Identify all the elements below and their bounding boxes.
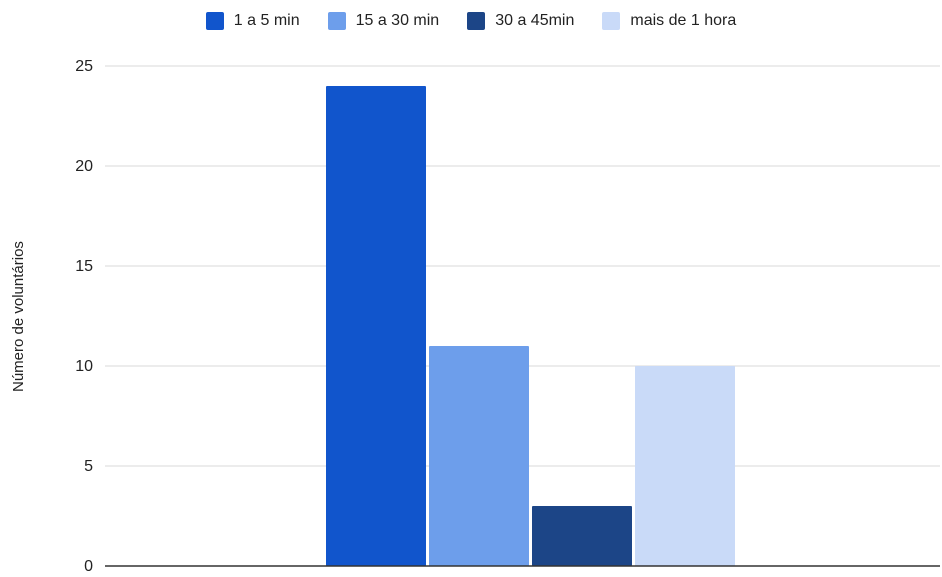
bar	[326, 86, 426, 566]
y-tick-label: 15	[75, 258, 93, 275]
y-tick-label: 0	[84, 558, 93, 572]
y-tick-label: 10	[75, 358, 93, 375]
bar	[532, 506, 632, 566]
legend-label: mais de 1 hora	[630, 12, 737, 29]
y-axis-label: Número de voluntários	[10, 240, 27, 392]
legend-swatch	[327, 12, 346, 30]
bar	[429, 346, 529, 566]
bar	[635, 366, 735, 566]
legend-label: 30 a 45min	[495, 12, 575, 29]
y-tick-label: 25	[75, 58, 93, 75]
legend-item: 15 a 30 min	[327, 12, 440, 30]
legend-swatch	[467, 12, 486, 30]
legend-item: 30 a 45min	[467, 12, 574, 30]
legend-item: mais de 1 hora	[602, 12, 736, 30]
legend-item: 1 a 5 min	[205, 12, 300, 30]
legend-swatch	[602, 12, 621, 30]
y-tick-label: 5	[84, 458, 93, 475]
legend-label: 15 a 30 min	[355, 12, 440, 29]
y-tick-label: 20	[75, 158, 93, 175]
legend-swatch	[205, 12, 224, 30]
legend-label: 1 a 5 min	[233, 12, 300, 29]
legend: 1 a 5 min 15 a 30 min 30 a 45min mais de 1 …	[0, 12, 942, 30]
